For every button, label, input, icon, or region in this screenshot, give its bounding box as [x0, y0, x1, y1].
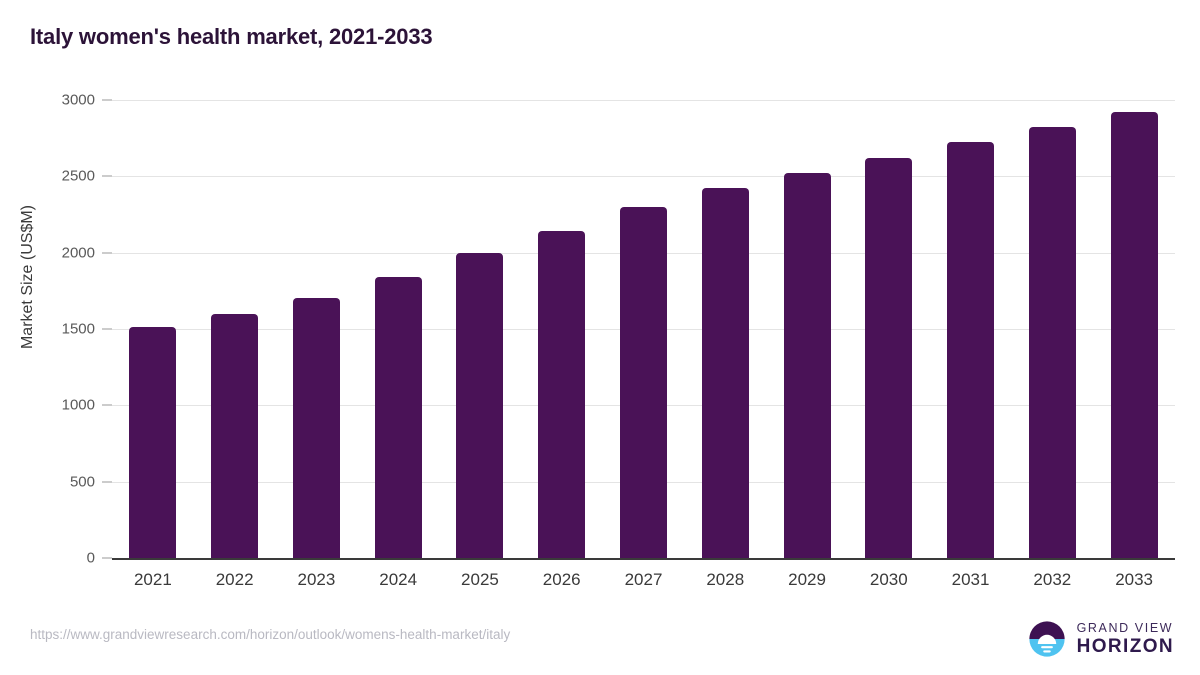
y-tick-mark [102, 252, 112, 254]
x-tick-label: 2032 [1033, 570, 1072, 589]
x-tick-label: 2021 [133, 570, 172, 589]
gridline [112, 176, 1175, 178]
x-tick-label: 2031 [951, 570, 990, 589]
x-tick-label: 2022 [215, 570, 254, 589]
brand-name-bottom: HORIZON [1076, 636, 1174, 658]
gridline [112, 100, 1175, 101]
bar[interactable] [1028, 127, 1076, 558]
x-axis-line [112, 558, 1175, 560]
bar[interactable] [538, 230, 586, 558]
y-tick-mark [102, 404, 112, 406]
y-tick-label: 2000 [61, 244, 95, 262]
y-tick-label: 3000 [61, 91, 95, 109]
brand-name-top: GRAND VIEW [1076, 620, 1174, 635]
y-tick-label: 1000 [61, 396, 95, 414]
bar[interactable] [456, 252, 504, 558]
y-tick-mark [102, 328, 112, 330]
y-tick-mark [102, 481, 112, 483]
x-tick-label: 2025 [461, 570, 499, 589]
x-tick-label: 2033 [1115, 570, 1154, 589]
bar[interactable] [374, 277, 422, 558]
bar[interactable] [129, 327, 177, 558]
bar[interactable] [292, 297, 340, 558]
plot-area [112, 100, 1175, 558]
y-axis-title: Market Size (US$M) [19, 204, 36, 350]
x-tick-label: 2024 [379, 570, 418, 589]
bar[interactable] [620, 207, 667, 558]
y-tick-mark [102, 99, 112, 101]
x-tick-label: 2023 [297, 570, 336, 589]
y-axis-ticks: 0 500 1000 1500 2000 2500 3000 [0, 0, 112, 675]
x-tick-label: 2029 [788, 570, 826, 589]
source-url[interactable]: https://www.grandviewresearch.com/horizo… [30, 627, 511, 642]
bar[interactable] [211, 313, 259, 558]
y-tick-mark [102, 175, 112, 177]
brand-text: GRAND VIEW HORIZON [1077, 622, 1174, 657]
bar[interactable] [865, 157, 913, 558]
x-tick-label: 2026 [542, 570, 581, 589]
y-tick-label: 500 [69, 473, 95, 491]
y-tick-label: 1500 [61, 320, 95, 338]
x-tick-label: 2027 [624, 570, 663, 589]
y-tick-label: 0 [86, 549, 95, 567]
brand-logo: GRAND VIEW HORIZON [1026, 618, 1174, 660]
y-tick-label: 2500 [61, 167, 95, 185]
bar[interactable] [701, 188, 749, 558]
bar[interactable] [783, 172, 831, 558]
horizon-logo-icon [1028, 621, 1065, 657]
bar[interactable] [947, 142, 995, 558]
y-tick-mark [102, 557, 112, 559]
x-tick-label: 2030 [869, 570, 908, 589]
x-tick-label: 2028 [706, 570, 745, 589]
bar[interactable] [1110, 111, 1158, 558]
page-title: Italy women's health market, 2021-2033 [30, 24, 433, 49]
